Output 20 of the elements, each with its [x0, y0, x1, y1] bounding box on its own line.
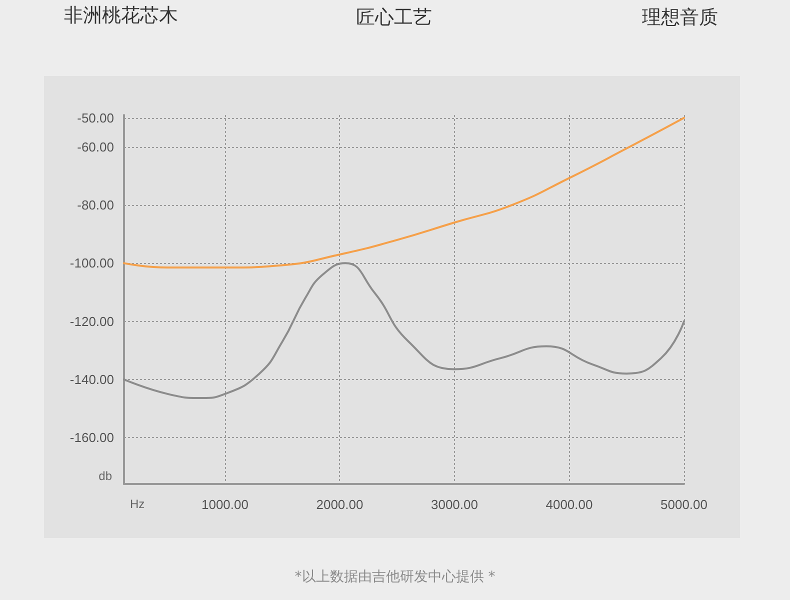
x-tick-label: 2000.00	[316, 497, 364, 512]
x-tick-label: 5000.00	[660, 497, 708, 512]
x-axis-title: Hz	[130, 497, 145, 511]
x-tick-label: 3000.00	[430, 497, 478, 512]
line-series	[123, 116, 685, 269]
y-tick-label: -160.00	[70, 430, 114, 446]
y-tick-label: -120.00	[70, 314, 114, 329]
x-tick-label: 1000.00	[201, 497, 248, 512]
y-tick-label: -140.00	[70, 372, 114, 387]
y-tick-label: -60.00	[77, 139, 114, 154]
text: 非洲桃花芯木	[64, 4, 178, 26]
line-series	[123, 262, 685, 399]
text: 理想音质	[642, 6, 718, 28]
y-axis-title: db	[98, 469, 112, 483]
x-tick-label: 4000.00	[546, 497, 593, 512]
y-tick-label: -100.00	[70, 256, 114, 271]
text: *以上数据由吉他研发中心提供 *	[294, 569, 496, 585]
text: 匠心工艺	[356, 6, 432, 28]
y-tick-label: -80.00	[77, 198, 114, 213]
y-tick-label: -50.00	[77, 110, 114, 126]
